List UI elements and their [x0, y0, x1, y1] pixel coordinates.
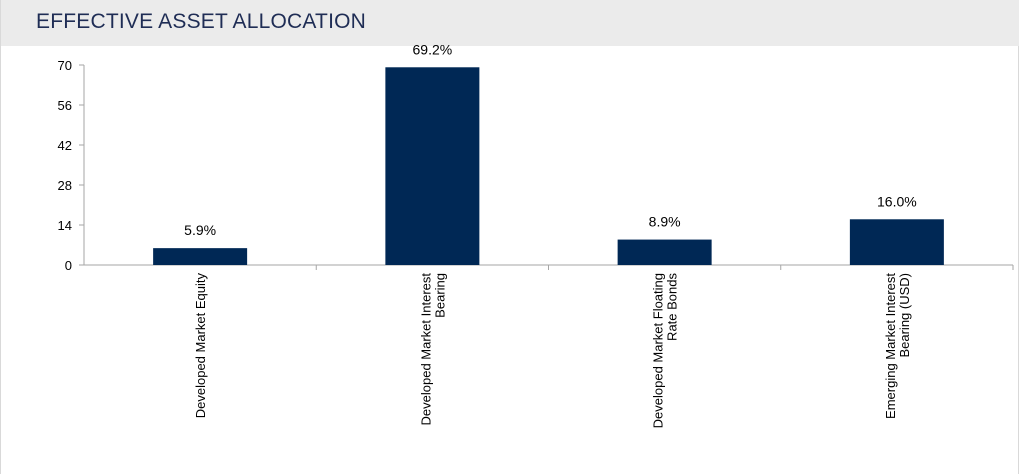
- bars: [153, 67, 944, 266]
- data-labels: 5.9% 69.2% 8.9% 16.0%: [184, 41, 917, 238]
- x-tick-label-group: Emerging Market Interest Bearing (USD): [883, 273, 912, 419]
- y-tick-label: 70: [58, 58, 72, 73]
- y-tick-label: 28: [58, 178, 72, 193]
- y-tick-label: 0: [65, 258, 72, 273]
- data-label: 5.9%: [184, 222, 216, 238]
- bar: [153, 248, 248, 265]
- chart-title: EFFECTIVE ASSET ALLOCATION: [36, 10, 367, 33]
- y-tick-label: 14: [58, 218, 72, 233]
- bar: [617, 239, 712, 265]
- x-tick-label: Emerging Market Interest: [883, 273, 898, 419]
- x-tick-label-group: Developed Market Interest Bearing: [418, 273, 447, 426]
- y-tick-label: 56: [58, 98, 72, 113]
- x-tick-label-group: Developed Market Equity: [193, 273, 208, 419]
- data-label: 16.0%: [877, 193, 917, 209]
- x-tick-label: Developed Market Equity: [193, 273, 208, 419]
- title-bar: EFFECTIVE ASSET ALLOCATION: [1, 0, 1019, 46]
- y-tick-label: 42: [58, 138, 72, 153]
- data-label: 69.2%: [413, 41, 453, 57]
- x-tick-label-group: Developed Market Floating Rate Bonds: [651, 273, 680, 429]
- x-tick-label: Rate Bonds: [665, 273, 680, 341]
- bar: [385, 67, 480, 266]
- y-axis: 0 14 28 42 56 70: [58, 58, 85, 273]
- x-tick-labels: Developed Market Equity Developed Market …: [193, 273, 912, 429]
- x-tick-label: Bearing (USD): [897, 273, 912, 358]
- x-axis: [84, 264, 1014, 270]
- x-tick-label: Bearing: [432, 273, 447, 318]
- data-label: 8.9%: [649, 214, 681, 230]
- bar: [849, 219, 944, 265]
- x-tick-label: Developed Market Interest: [418, 273, 433, 426]
- x-tick-label: Developed Market Floating: [651, 273, 666, 428]
